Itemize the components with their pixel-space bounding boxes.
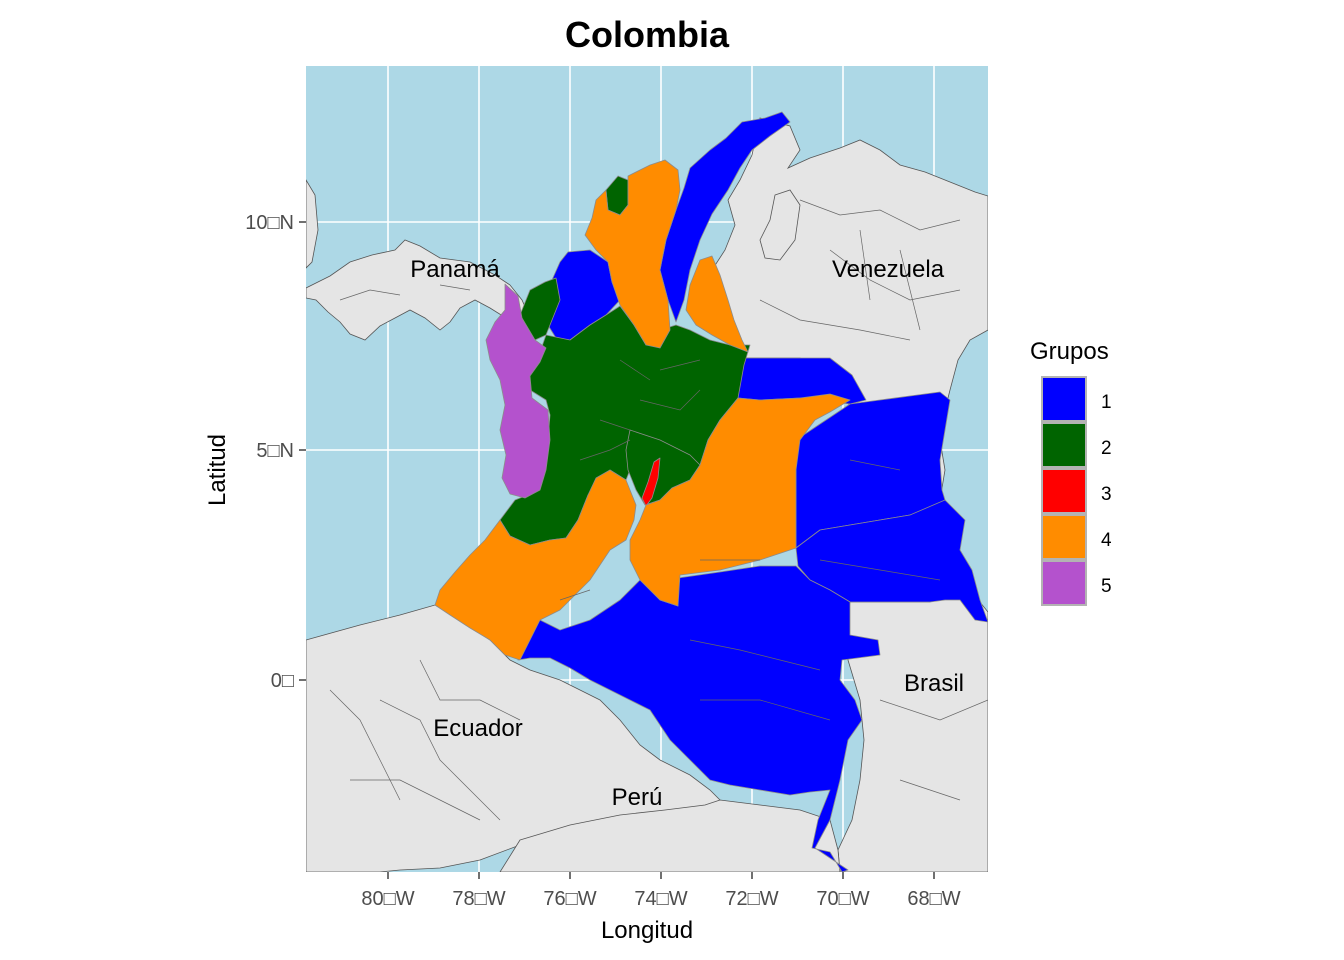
y-axis-title: Latitud bbox=[204, 434, 231, 506]
x-tick-label: 80□W bbox=[361, 888, 414, 910]
legend-swatch-3 bbox=[1041, 468, 1087, 514]
y-tick-label: 10□N bbox=[245, 212, 294, 234]
country-panama bbox=[306, 239, 531, 341]
x-tick-label: 76□W bbox=[543, 888, 596, 910]
x-tick-label: 72□W bbox=[725, 888, 778, 910]
legend-label-3: 3 bbox=[1101, 484, 1112, 505]
legend-label-5: 5 bbox=[1101, 576, 1112, 597]
x-tick-label: 70□W bbox=[816, 888, 869, 910]
x-axis-title: Longitud bbox=[601, 917, 693, 944]
country-label-venezuela: Venezuela bbox=[832, 256, 945, 283]
map-panel: Panamá Venezuela Brasil Ecuador Perú bbox=[306, 66, 988, 872]
country-costa-rica bbox=[306, 179, 319, 269]
dept-choco bbox=[485, 283, 551, 499]
x-tick-label: 74□W bbox=[634, 888, 687, 910]
legend-swatch-2 bbox=[1041, 422, 1087, 468]
legend-swatch-4 bbox=[1041, 514, 1087, 560]
country-peru bbox=[499, 799, 841, 872]
legend-swatch-5 bbox=[1041, 560, 1087, 606]
x-tick-label: 78□W bbox=[452, 888, 505, 910]
dept-la-guajira bbox=[659, 111, 791, 323]
legend: Grupos 1 2 3 4 5 bbox=[1030, 338, 1112, 606]
map-title: Colombia bbox=[564, 14, 729, 55]
y-axis bbox=[299, 221, 306, 681]
country-label-brasil: Brasil bbox=[904, 670, 964, 697]
dept-cesar bbox=[685, 255, 749, 353]
legend-title: Grupos bbox=[1030, 338, 1109, 365]
legend-label-4: 4 bbox=[1101, 530, 1112, 551]
legend-label-2: 2 bbox=[1101, 438, 1112, 459]
department-borders bbox=[559, 359, 941, 721]
neighbour-internal-borders bbox=[329, 199, 988, 821]
dept-bolivar-magdalena bbox=[584, 159, 681, 349]
x-tick-label: 68□W bbox=[907, 888, 960, 910]
legend-label-1: 1 bbox=[1101, 392, 1112, 413]
colombia-departments bbox=[434, 111, 988, 872]
y-tick-label: 5□N bbox=[256, 440, 294, 462]
dept-casanare-meta bbox=[629, 393, 851, 607]
legend-swatch-1 bbox=[1041, 376, 1087, 422]
dept-valle-cauca-narino-huila bbox=[434, 469, 637, 661]
y-tick-label: 0□ bbox=[271, 670, 294, 692]
country-label-panama: Panamá bbox=[410, 256, 500, 283]
country-label-ecuador: Ecuador bbox=[433, 715, 522, 742]
x-axis bbox=[387, 872, 935, 879]
dept-bogota bbox=[641, 457, 661, 507]
country-label-peru: Perú bbox=[612, 784, 663, 811]
